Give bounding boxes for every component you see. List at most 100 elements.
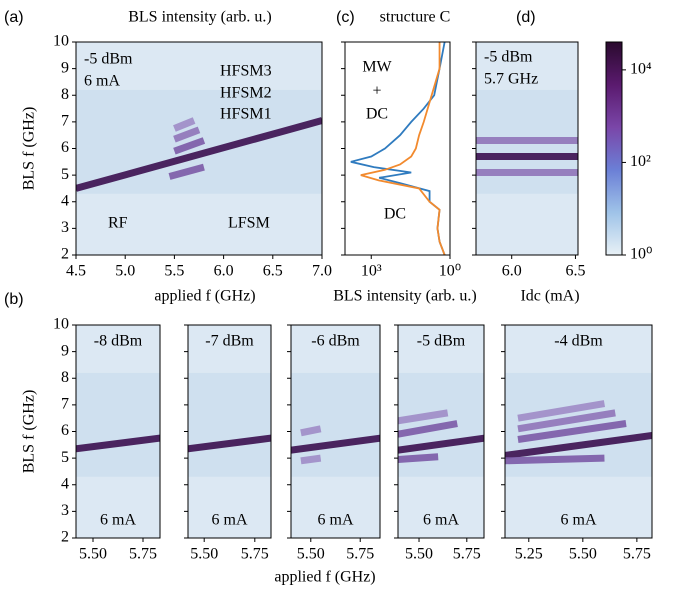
x-axis-label: applied f (GHz) — [274, 569, 375, 586]
annotation: -6 dBm — [311, 333, 360, 350]
x-tick-label: 4.5 — [66, 263, 86, 280]
annotation: 6 mA — [318, 512, 354, 529]
ridge — [517, 420, 627, 443]
y-tick-label: 10 — [53, 316, 69, 333]
plot-content — [188, 325, 271, 538]
annotation: HFSM1 — [220, 106, 272, 123]
annotation: 5.7 GHz — [484, 71, 538, 88]
x-tick-label: 5.75 — [129, 546, 157, 563]
x-axis-label: BLS intensity (arb. u.) — [333, 288, 477, 305]
band — [476, 193, 578, 255]
x-axis-label: applied f (GHz) — [154, 288, 255, 305]
x-tick-label: 7.0 — [312, 263, 332, 280]
colorbar-tick-label: 10² — [630, 153, 651, 170]
x-tick-label: 5.50 — [297, 546, 325, 563]
ridge — [291, 434, 380, 454]
x-tick-label: 5.50 — [569, 546, 597, 563]
ridge — [398, 409, 449, 425]
x-tick-label: 10⁰ — [439, 263, 461, 280]
annotation: -7 dBm — [205, 333, 254, 350]
annotation: DC — [384, 206, 406, 223]
ridge — [173, 126, 201, 143]
x-tick-label: 6.0 — [214, 263, 234, 280]
x-tick-label: 5.50 — [190, 546, 218, 563]
plot-content — [76, 325, 160, 538]
y-tick-label: 5 — [61, 166, 69, 183]
annotation: -5 dBm — [417, 333, 466, 350]
x-tick-label: 5.75 — [453, 546, 481, 563]
ridge — [76, 117, 322, 192]
ridge — [505, 432, 652, 459]
panel-label: (a) — [4, 9, 24, 26]
x-tick-label: 5.75 — [346, 546, 374, 563]
plot-content — [291, 325, 380, 538]
panel-label: (b) — [4, 291, 24, 308]
plot-content — [76, 42, 322, 255]
colorbar-tick-label: 10⁰ — [630, 246, 652, 263]
y-tick-label: 8 — [61, 369, 69, 386]
ridge — [173, 137, 206, 155]
x-tick-label: 6.0 — [502, 263, 522, 280]
band — [398, 325, 484, 373]
panel-label: (c) — [336, 9, 355, 26]
ridge — [76, 434, 160, 453]
annotation: 6 mA — [84, 73, 120, 90]
ridge — [517, 409, 616, 433]
annotation: -8 dBm — [94, 333, 143, 350]
x-tick-label: 5.50 — [405, 546, 433, 563]
band — [188, 325, 271, 373]
annotation: 6 mA — [423, 512, 459, 529]
annotation: 6 mA — [212, 512, 248, 529]
x-tick-label: 5.5 — [164, 263, 184, 280]
band — [505, 476, 652, 538]
panel-label: (d) — [516, 9, 536, 26]
x-tick-label: 5.25 — [515, 546, 543, 563]
plot-area — [345, 42, 450, 255]
ridge — [300, 454, 322, 465]
y-tick-label: 10 — [53, 33, 69, 50]
plot-content — [350, 42, 446, 255]
y-tick-label: 2 — [61, 529, 69, 546]
annotation: LFSM — [228, 215, 270, 232]
x-tick-label: 5.0 — [115, 263, 135, 280]
band — [76, 42, 322, 90]
annotation: -4 dBm — [554, 333, 603, 350]
panel-title: BLS intensity (arb. u.) — [128, 9, 272, 26]
colorbar — [605, 41, 623, 256]
annotation: + — [372, 83, 381, 100]
y-tick-label: 3 — [61, 502, 69, 519]
x-tick-label: 10³ — [361, 263, 382, 280]
y-tick-label: 6 — [61, 422, 69, 439]
colorbar-tick-label: 10⁴ — [630, 61, 652, 78]
band — [76, 325, 160, 373]
band — [291, 476, 380, 538]
annotation: 6 mA — [561, 512, 597, 529]
band — [76, 193, 322, 255]
ridge — [173, 117, 196, 132]
y-tick-label: 2 — [61, 246, 69, 263]
y-tick-label: 5 — [61, 449, 69, 466]
plot-content — [476, 42, 578, 255]
ridge — [505, 454, 605, 465]
band — [505, 325, 652, 373]
y-tick-label: 9 — [61, 342, 69, 359]
y-tick-label: 9 — [61, 59, 69, 76]
x-axis-label: Idc (mA) — [520, 288, 579, 305]
ridge — [168, 163, 205, 180]
band — [188, 476, 271, 538]
band — [398, 476, 484, 538]
y-tick-label: 8 — [61, 86, 69, 103]
spectrum-line — [360, 42, 446, 255]
x-tick-label: 5.50 — [79, 546, 107, 563]
annotation: RF — [108, 215, 128, 232]
y-tick-label: 6 — [61, 139, 69, 156]
x-tick-label: 5.75 — [241, 546, 269, 563]
panel-title: structure C — [380, 9, 451, 26]
ridge — [188, 434, 271, 453]
ridge — [300, 425, 322, 437]
annotation: HFSM3 — [220, 63, 272, 80]
ridge — [398, 434, 484, 454]
ridge — [398, 420, 458, 438]
y-tick-label: 4 — [61, 192, 69, 209]
band — [291, 325, 380, 373]
